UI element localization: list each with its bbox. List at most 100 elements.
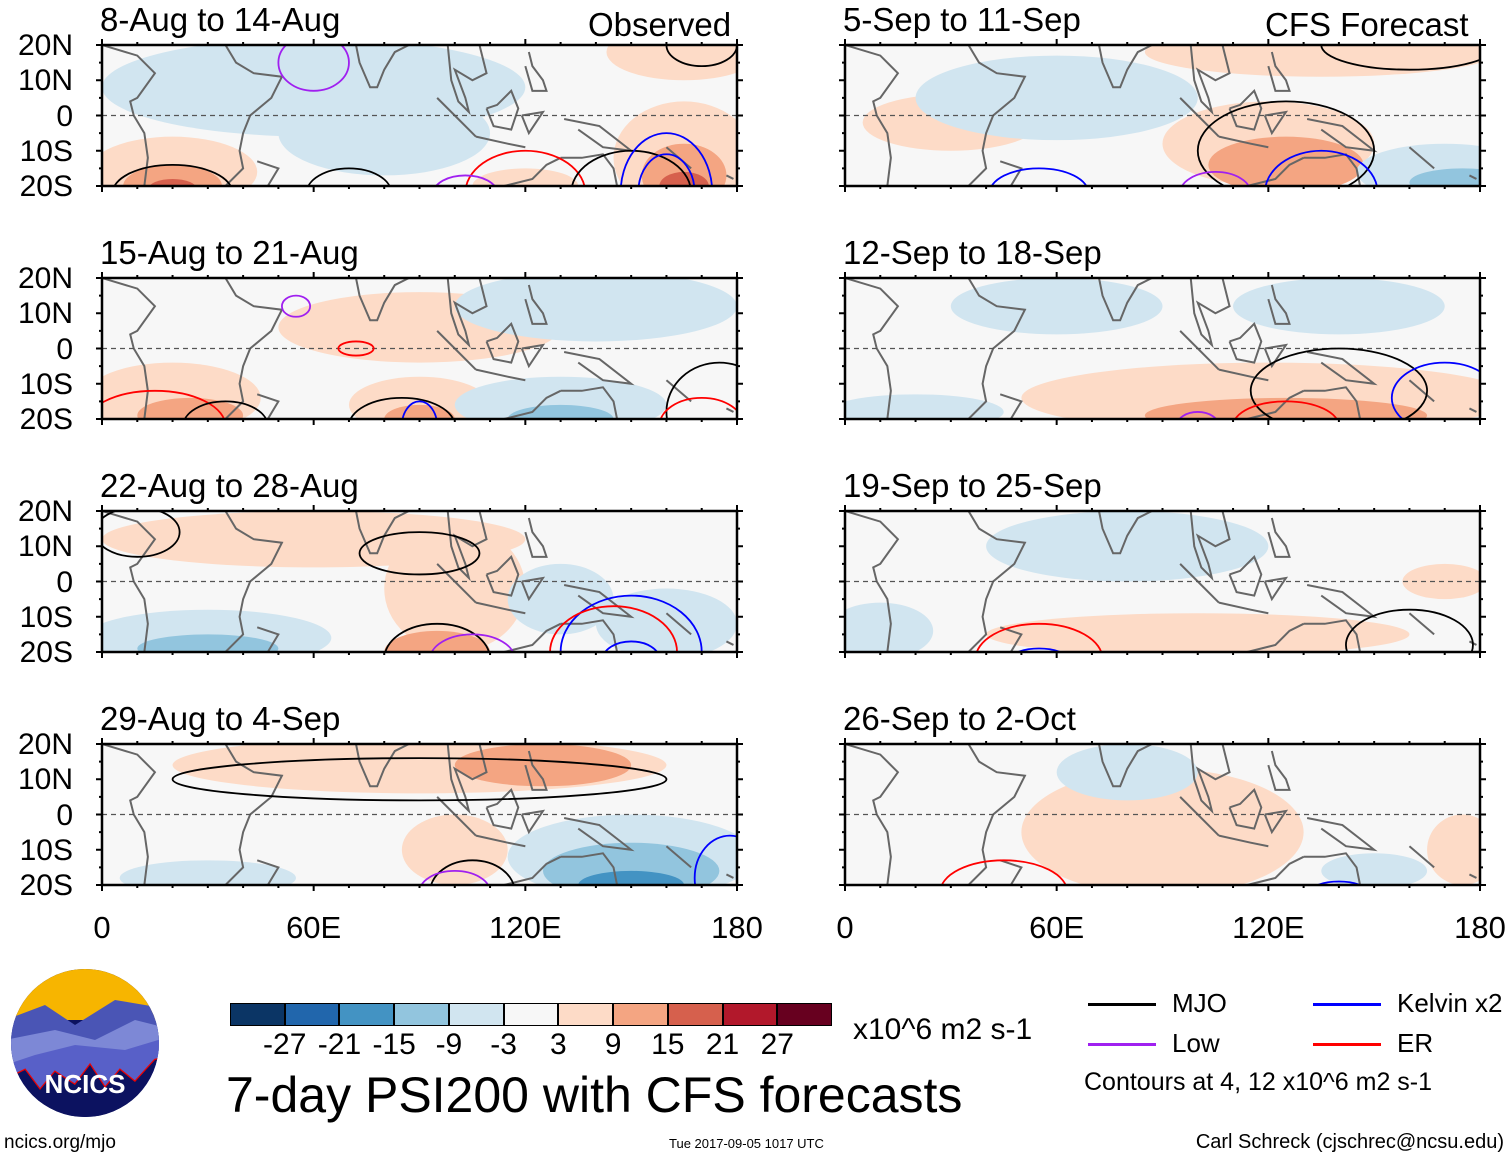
- coastline: [1303, 619, 1362, 652]
- footer-timestamp: Tue 2017-09-05 1017 UTC: [669, 1136, 824, 1151]
- coastline: [999, 626, 1023, 652]
- coastline: [446, 511, 488, 582]
- legend-label: MJO: [1172, 988, 1227, 1018]
- colorbar-label: -9: [435, 1028, 463, 1061]
- panel-title: 26-Sep to 2-Oct: [843, 700, 1076, 737]
- lat-tick-label: 20N: [17, 728, 73, 761]
- positive-anomaly: [1144, 397, 1428, 419]
- coastline: [1267, 517, 1291, 558]
- coastline: [845, 744, 900, 885]
- coastline: [520, 343, 546, 369]
- coastline: [224, 45, 284, 186]
- coastline: [1267, 51, 1291, 92]
- legend-line: [1088, 1043, 1156, 1046]
- coastline: [1267, 750, 1291, 791]
- forecast-header: CFS Forecast: [1265, 6, 1469, 43]
- legend-line: [1313, 1043, 1381, 1046]
- coastline: [665, 379, 692, 403]
- ncics-logo: NCICS: [11, 969, 159, 1117]
- coastline: [1408, 612, 1435, 636]
- positive-anomaly: [348, 376, 491, 419]
- negative-anomaly: [137, 634, 279, 652]
- coastline: [1303, 852, 1362, 885]
- coastline: [1218, 601, 1269, 615]
- lat-tick-label: 20N: [17, 29, 73, 62]
- coastline: [256, 626, 280, 652]
- coastline: [1246, 855, 1305, 885]
- colorbar-label: -3: [490, 1028, 517, 1061]
- negative-anomaly: [1409, 168, 1480, 186]
- mjo-contour: [665, 45, 737, 68]
- low-contour: [420, 870, 490, 885]
- coastline: [485, 555, 520, 597]
- coastline: [1228, 89, 1263, 131]
- coastline: [1218, 834, 1269, 848]
- coastline: [355, 278, 410, 322]
- coastline: [520, 809, 546, 835]
- colorbar-swatch: [230, 1003, 285, 1026]
- coastline: [1246, 389, 1305, 419]
- mjo-contour: [1320, 45, 1480, 71]
- coastline: [524, 284, 548, 325]
- coastline: [256, 393, 280, 419]
- colorbar-swatch: [667, 1003, 723, 1026]
- coastline: [485, 89, 520, 131]
- coastline: [1228, 555, 1263, 597]
- footer-url[interactable]: ncics.org/mjo: [4, 1132, 116, 1153]
- coastline: [520, 576, 546, 602]
- coastline: [1189, 511, 1231, 582]
- legend-label: ER: [1397, 1028, 1434, 1058]
- er-contour: [102, 389, 225, 419]
- lat-tick-label: 10N: [17, 64, 73, 98]
- lon-tick-label: 0: [836, 910, 854, 945]
- coastline: [256, 859, 280, 885]
- coastline: [1098, 45, 1153, 89]
- lon-tick-label: 0: [93, 910, 111, 945]
- lon-tick-label: 120E: [1232, 910, 1305, 945]
- coastline: [1218, 368, 1269, 382]
- coastline: [999, 859, 1023, 885]
- mjo-contour: [171, 757, 668, 802]
- low-contour: [1178, 411, 1218, 419]
- lat-tick-label: 10S: [19, 600, 73, 634]
- coastline: [1228, 788, 1263, 830]
- colorbar-units: x10^6 m2 s-1: [853, 1013, 1033, 1046]
- legend-note: Contours at 4, 12 x10^6 m2 s-1: [1084, 1068, 1433, 1096]
- map-panel: [96, 272, 743, 425]
- coastline: [256, 160, 280, 186]
- coastline: [224, 278, 284, 419]
- mjo-contour: [665, 361, 737, 419]
- lat-tick-label: 20N: [17, 262, 73, 295]
- mjo-contour: [430, 859, 515, 885]
- kelvin-contour: [1264, 149, 1378, 186]
- mjo-contour: [1196, 100, 1376, 186]
- positive-anomaly: [384, 525, 526, 652]
- coastline: [999, 393, 1023, 419]
- coastline: [1189, 744, 1231, 815]
- coastline: [475, 135, 526, 149]
- coastline: [967, 45, 1027, 186]
- kelvin-contour: [604, 640, 659, 652]
- mjo-contour: [113, 163, 232, 186]
- coastline: [475, 368, 526, 382]
- coastline: [1303, 386, 1362, 419]
- positive-anomaly: [1208, 136, 1364, 186]
- negative-anomaly: [578, 870, 685, 885]
- positive-anomaly: [454, 744, 632, 787]
- lon-tick-label: 180: [711, 910, 763, 945]
- positive-anomaly: [123, 164, 222, 186]
- mjo-contour: [1249, 347, 1428, 419]
- coastline: [485, 788, 520, 830]
- lat-tick-label: 10N: [17, 530, 73, 564]
- coastline: [224, 511, 284, 652]
- lat-tick-label: 20N: [17, 495, 73, 528]
- coastline: [446, 278, 488, 349]
- lat-tick-label: 10N: [17, 763, 73, 797]
- kelvin-contour: [401, 400, 438, 419]
- positive-anomaly: [384, 404, 455, 419]
- colorbar-swatch: [284, 1003, 340, 1026]
- lon-tick-label: 60E: [286, 910, 342, 945]
- lat-tick-label: 20S: [19, 403, 73, 437]
- colorbar-label: -15: [372, 1028, 416, 1061]
- er-contour: [337, 340, 375, 357]
